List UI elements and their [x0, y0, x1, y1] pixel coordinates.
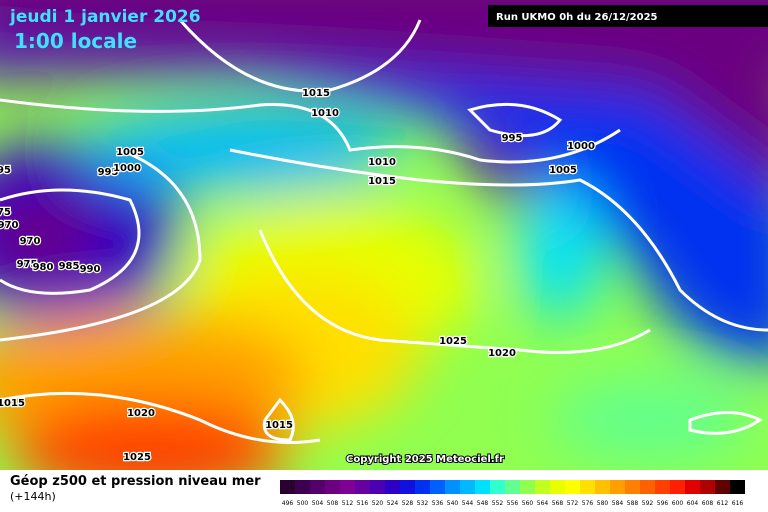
scale-label: 592 — [642, 500, 654, 507]
isobar-label: 1015 — [302, 88, 330, 99]
isobar-label: 95 — [0, 165, 11, 176]
isobar-label: 1025 — [439, 336, 467, 347]
scale-label: 612 — [717, 500, 729, 507]
scale-swatch — [400, 480, 415, 494]
isobar-label: 1010 — [311, 108, 339, 119]
scale-label: 516 — [357, 500, 369, 507]
scale-swatch — [640, 480, 655, 494]
scale-swatch — [340, 480, 355, 494]
scale-swatch — [415, 480, 430, 494]
legend-title: Géop z500 et pression niveau mer — [10, 474, 261, 489]
scale-label: 536 — [432, 500, 444, 507]
scale-label: 520 — [372, 500, 384, 507]
scale-label: 496 — [282, 500, 294, 507]
scale-swatch — [490, 480, 505, 494]
isobar-label: 1015 — [368, 176, 396, 187]
scale-label: 524 — [387, 500, 399, 507]
scale-swatch — [460, 480, 475, 494]
scale-swatch — [730, 480, 745, 494]
scale-label: 600 — [672, 500, 684, 507]
scale-label: 608 — [702, 500, 714, 507]
scale-swatch — [565, 480, 580, 494]
isobar-label: 1020 — [127, 408, 155, 419]
run-info: Run UKMO 0h du 26/12/2025 — [496, 12, 658, 23]
scale-swatch — [445, 480, 460, 494]
scale-swatch — [385, 480, 400, 494]
copyright: Copyright 2025 Meteociel.fr — [346, 454, 504, 465]
map-title: jeudi 1 janvier 2026 — [9, 7, 201, 27]
scale-swatch — [610, 480, 625, 494]
scale-swatch — [700, 480, 715, 494]
scale-label: 556 — [507, 500, 519, 507]
scale-swatch — [295, 480, 310, 494]
isobar-label: 970 — [20, 236, 41, 247]
scale-label: 584 — [612, 500, 624, 507]
scale-swatch — [355, 480, 370, 494]
scale-swatch — [550, 480, 565, 494]
isobar-label: 1005 — [116, 147, 144, 158]
scale-label: 540 — [447, 500, 459, 507]
isobar-label: 75 — [0, 207, 11, 218]
scale-label: 504 — [312, 500, 324, 507]
scale-swatch — [280, 480, 295, 494]
legend-lead: (+144h) — [10, 490, 56, 503]
isobars — [0, 19, 768, 444]
scale-swatch — [475, 480, 490, 494]
scale-swatch — [670, 480, 685, 494]
scale-swatch — [715, 480, 730, 494]
scale-label: 548 — [477, 500, 489, 507]
scale-label: 604 — [687, 500, 699, 507]
scale-label: 576 — [582, 500, 594, 507]
isobar-label: 980 — [33, 262, 54, 273]
scale-swatch — [505, 480, 520, 494]
scale-label: 596 — [657, 500, 669, 507]
isobar-label: 1025 — [123, 452, 151, 463]
scale-swatch — [370, 480, 385, 494]
scale-swatch — [625, 480, 640, 494]
scale-swatch — [325, 480, 340, 494]
scale-swatch — [430, 480, 445, 494]
scale-label: 572 — [567, 500, 579, 507]
isobar-label: 1005 — [549, 165, 577, 176]
isobar-label: 975 — [17, 259, 38, 270]
scale-label: 588 — [627, 500, 639, 507]
isobar-label: 1015 — [265, 420, 293, 431]
isobar-label: 1010 — [368, 157, 396, 168]
scale-label: 508 — [327, 500, 339, 507]
scale-label: 560 — [522, 500, 534, 507]
isobar-label: 1020 — [488, 348, 516, 359]
isobar-label: 970 — [0, 220, 18, 231]
scale-swatch — [535, 480, 550, 494]
field — [0, 0, 768, 500]
scale-label: 568 — [552, 500, 564, 507]
scale-label: 532 — [417, 500, 429, 507]
scale-label: 616 — [732, 500, 744, 507]
scale-label: 564 — [537, 500, 549, 507]
scale-swatch — [685, 480, 700, 494]
scale-label: 552 — [492, 500, 504, 507]
isobar-label: 1000 — [567, 141, 595, 152]
scale-label: 528 — [402, 500, 414, 507]
isobar-label: 995 — [502, 133, 523, 144]
scale-swatch — [580, 480, 595, 494]
isobar-label: 990 — [80, 264, 101, 275]
scale-label: 580 — [597, 500, 609, 507]
scale-label: 512 — [342, 500, 354, 507]
scale-swatch — [655, 480, 670, 494]
scale-label: 500 — [297, 500, 309, 507]
run-box — [488, 5, 768, 27]
isobar-label: 1000 — [113, 163, 141, 174]
scale-label: 544 — [462, 500, 474, 507]
scale-swatch — [520, 480, 535, 494]
isobar-label: 995 — [98, 167, 119, 178]
scale-swatch — [595, 480, 610, 494]
isobar-label: 1015 — [0, 398, 25, 409]
map-subtitle: 1:00 locale — [14, 29, 137, 53]
scale-swatch — [310, 480, 325, 494]
isobar-label: 985 — [59, 261, 80, 272]
